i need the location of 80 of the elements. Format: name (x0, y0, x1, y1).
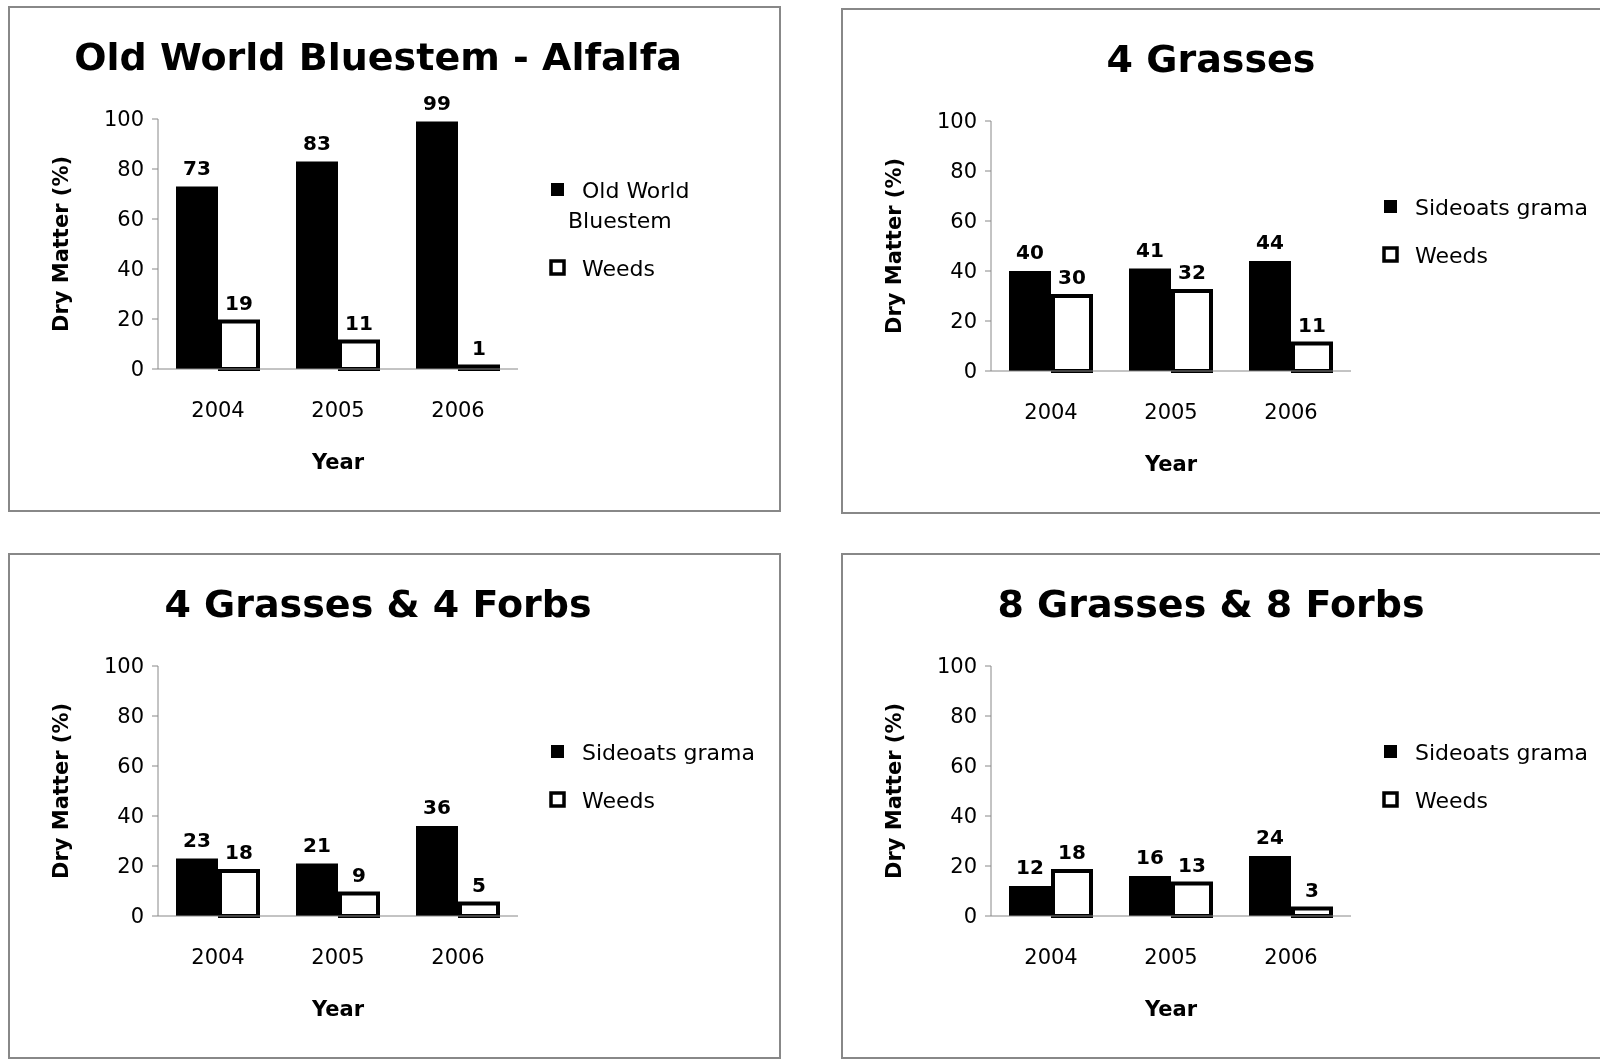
y-tick-label: 40 (950, 259, 977, 284)
y-axis-title: Dry Matter (%) (49, 155, 73, 333)
data-label: 1 (472, 335, 486, 360)
legend-label: Sideoats grama (1415, 194, 1589, 220)
data-label: 40 (1016, 240, 1044, 264)
x-axis-title: Year (310, 997, 365, 1021)
data-label: 41 (1136, 237, 1164, 262)
data-label: 11 (1298, 312, 1326, 337)
data-label: 30 (1058, 265, 1086, 289)
data-label: 16 (1136, 845, 1164, 869)
x-tick-label: 2004 (1024, 945, 1078, 969)
x-axis-title: Year (1143, 997, 1198, 1021)
legend-label: Weeds (582, 255, 655, 281)
y-tick-label: 100 (936, 109, 977, 134)
y-axis-title: Dry Matter (%) (882, 702, 906, 880)
y-tick-label: 80 (117, 704, 144, 729)
data-label: 12 (1016, 855, 1044, 879)
legend-label: Old World Bluestem (568, 177, 690, 233)
y-tick-label: 0 (130, 357, 144, 382)
y-tick-label: 20 (950, 309, 977, 334)
legend-label: Weeds (1415, 242, 1488, 268)
x-tick-label: 2004 (191, 398, 245, 422)
legend-label: Sideoats grama (582, 739, 756, 765)
data-label: 32 (1178, 260, 1206, 284)
y-tick-label: 20 (950, 854, 977, 879)
y-tick-label: 100 (936, 654, 977, 679)
data-label: 3 (1305, 877, 1319, 902)
y-tick-label: 0 (963, 904, 977, 929)
x-tick-label: 2004 (1024, 400, 1078, 424)
y-tick-label: 100 (103, 654, 144, 679)
y-tick-label: 60 (117, 754, 144, 779)
legend-label: Weeds (1415, 787, 1488, 813)
y-tick-label: 20 (117, 854, 144, 879)
x-tick-label: 2005 (311, 398, 365, 422)
y-tick-label: 40 (950, 804, 977, 829)
x-axis-title: Year (1143, 452, 1198, 476)
data-label: 21 (303, 832, 331, 857)
data-label: 83 (303, 130, 331, 155)
y-tick-label: 60 (117, 207, 144, 232)
y-axis-title: Dry Matter (%) (882, 157, 906, 335)
data-label: 9 (352, 862, 366, 887)
x-tick-label: 2005 (1144, 400, 1198, 424)
data-label: 18 (225, 840, 253, 864)
y-tick-label: 40 (117, 257, 144, 282)
y-tick-label: 20 (117, 307, 144, 332)
chart-title: 8 Grasses & 8 Forbs (997, 582, 1425, 626)
data-label: 18 (1058, 840, 1086, 864)
data-label: 11 (345, 310, 373, 335)
y-tick-label: 60 (950, 754, 977, 779)
x-tick-label: 2004 (191, 945, 245, 969)
x-tick-label: 2006 (1264, 945, 1318, 969)
data-label: 99 (423, 90, 451, 115)
chart-title: Old World Bluestem - Alfalfa (74, 35, 682, 79)
chart-title: 4 Grasses & 4 Forbs (164, 582, 592, 626)
x-tick-label: 2006 (1264, 400, 1318, 424)
data-label: 23 (183, 827, 211, 852)
y-tick-label: 80 (950, 704, 977, 729)
y-tick-label: 100 (103, 107, 144, 132)
x-axis-title: Year (310, 450, 365, 474)
data-label: 24 (1256, 825, 1284, 849)
data-label: 5 (472, 872, 486, 897)
y-tick-label: 80 (117, 157, 144, 182)
data-label: 44 (1256, 230, 1284, 254)
y-tick-label: 80 (950, 159, 977, 184)
x-tick-label: 2006 (431, 398, 485, 422)
x-tick-label: 2006 (431, 945, 485, 969)
chart-title: 4 Grasses (1106, 37, 1316, 81)
x-tick-label: 2005 (1144, 945, 1198, 969)
data-label: 19 (225, 290, 253, 315)
y-tick-label: 40 (117, 804, 144, 829)
y-axis-title: Dry Matter (%) (49, 702, 73, 880)
y-tick-label: 0 (963, 359, 977, 384)
y-tick-label: 0 (130, 904, 144, 929)
x-tick-label: 2005 (311, 945, 365, 969)
legend-label: Sideoats grama (1415, 739, 1589, 765)
y-tick-label: 60 (950, 209, 977, 234)
data-label: 73 (183, 155, 211, 180)
data-label: 36 (423, 795, 451, 819)
data-label: 13 (1178, 852, 1206, 877)
legend-label: Weeds (582, 787, 655, 813)
